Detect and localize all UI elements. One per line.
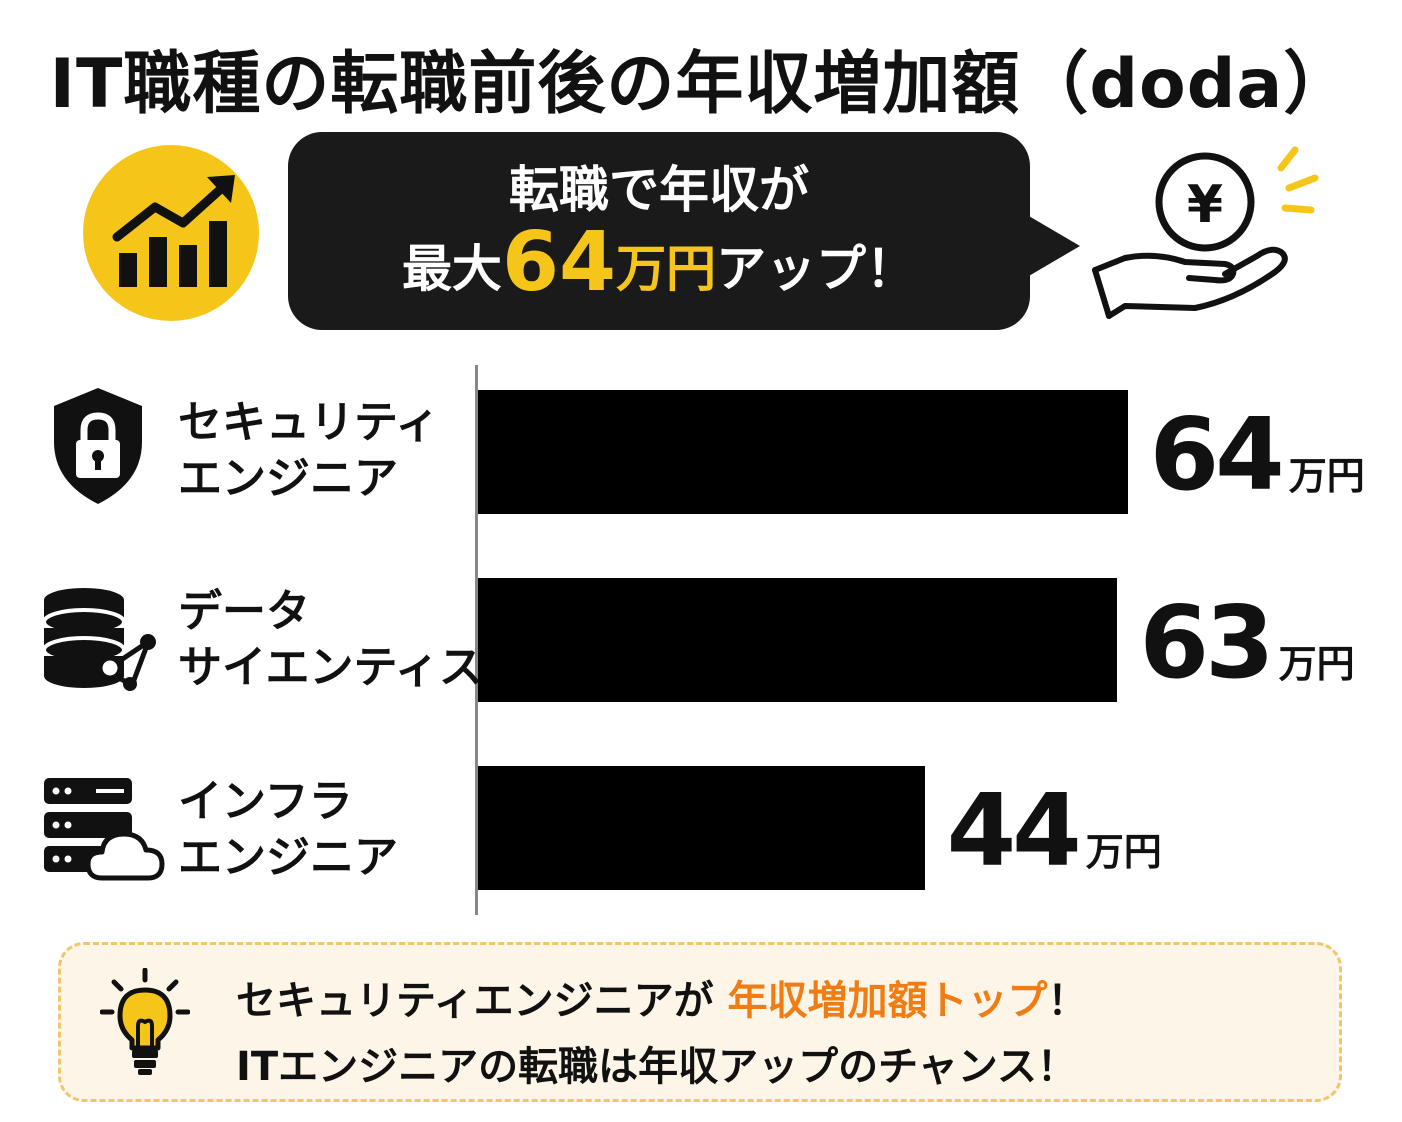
bubble-highlight-unit: 万円 [616,240,717,298]
category-label-security: セキュリティ エンジニア [178,397,440,504]
svg-text:¥: ¥ [1187,175,1223,235]
bubble-prefix: 最大 [401,240,502,298]
bubble-tail [1022,212,1080,280]
bubble-line2: 最大64万円アップ！ [288,218,1030,314]
value-label-security: 64 万円 [1149,396,1365,513]
database-network-icon [42,588,156,691]
rising-bar-chart-icon [112,175,235,287]
value-label-infra: 44 万円 [946,772,1162,889]
note-line1: セキュリティエンジニアが 年収増加額トップ！ [236,978,1088,1024]
lightbulb-icon [100,968,190,1075]
note-line2: ITエンジニアの転職は年収アップのチャンス！ [236,1044,1077,1090]
chart-axis [475,365,478,915]
summary-note [58,942,1342,1102]
chart-title: IT職種の転職前後の年収増加額（doda） [49,45,1353,124]
bar-data-scientist [478,578,1118,702]
bubble-suffix: アップ！ [716,240,917,298]
category-label-data-scientist: データ サイエンティスト [178,586,527,693]
server-cloud-icon [44,778,165,881]
bubble-highlight-number: 64 [501,215,617,310]
trend-badge [83,145,259,321]
value-label-data-scientist: 63 万円 [1139,584,1355,701]
bubble-line1: 転職で年収が [509,161,809,219]
bar-security [478,390,1128,514]
bar-infra [478,766,925,890]
category-label-infra: インフラ エンジニア [178,776,398,883]
yen-coin-on-hand-icon: ¥ [1092,146,1319,319]
headline-bubble: 転職で年収が 最大64万円アップ！ [288,132,1030,330]
shield-lock-icon [54,388,142,504]
note-highlight: 年収増加額トップ [727,978,1048,1024]
